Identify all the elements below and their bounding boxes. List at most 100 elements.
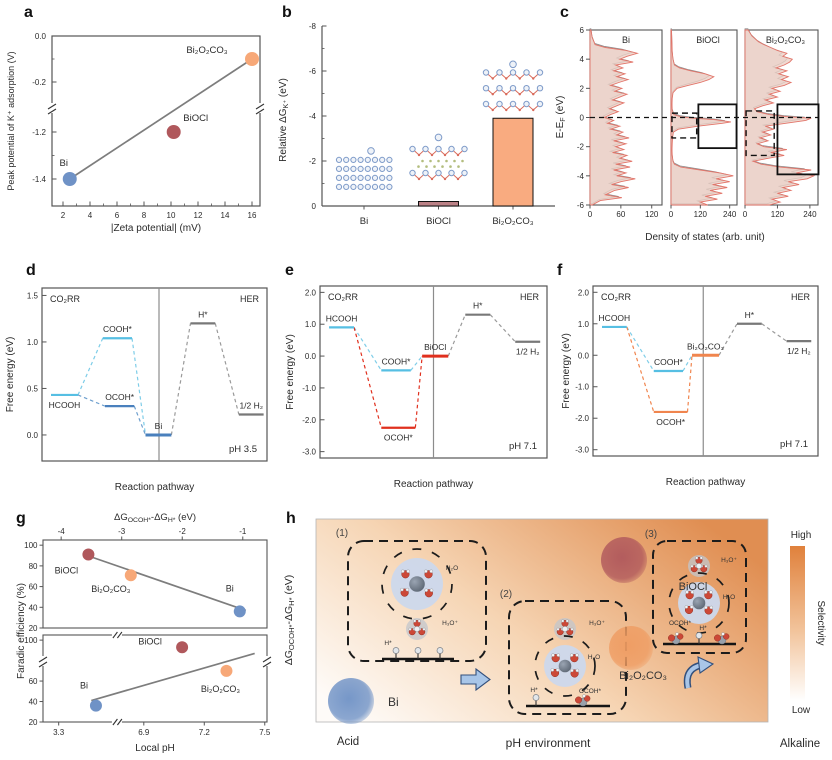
ocoh-h-icon <box>675 632 679 636</box>
atom-icon <box>496 85 503 92</box>
y-tick-label: 2.0 <box>305 288 317 297</box>
stage-box-1 <box>347 540 487 662</box>
region-label-co2rr: CO₂RR <box>328 292 358 302</box>
y-tick-label: 0.0 <box>27 431 39 440</box>
o-atom-icon <box>518 108 521 112</box>
curved-arrow-head-icon <box>697 656 715 674</box>
atom-icon <box>496 69 503 76</box>
atom-icon <box>523 69 530 76</box>
y-tick-label: -2 <box>309 157 317 166</box>
point-label: Bi₂O₂CO₃ <box>91 584 130 594</box>
line <box>112 631 118 639</box>
rect <box>264 656 270 666</box>
panel-c: c 0 60 120 Bi 0 120 240 BiOCl 0 120 240 Bi₂O₂CO₃ -6-… <box>553 0 832 256</box>
o-atom-icon <box>417 153 421 157</box>
molecule-label-h3o: H₃O⁺ <box>721 557 737 564</box>
atom-icon <box>523 85 530 92</box>
panel-letter-a: a <box>24 4 33 21</box>
y-tick-label: -1.0 <box>575 383 589 392</box>
x-tick-label: -3 <box>118 527 126 536</box>
y-tick-label: -3.0 <box>302 448 316 457</box>
x-tick-label: 0 <box>669 210 674 219</box>
panel-d-chart: 1.5 1.0 0.5 0.0 HCOOH COOH* OCOH* Bi H* 1/2 H₂ CO₂… <box>5 287 268 493</box>
o-atom-icon <box>505 93 508 96</box>
highlight-box-dashed <box>671 112 698 139</box>
atom-icon <box>509 100 517 108</box>
y-tick-label: 1.0 <box>27 338 39 347</box>
level-label: OCOH* <box>656 417 686 427</box>
atom-icon <box>357 174 364 181</box>
highlight-box-solid <box>776 103 820 176</box>
point-label: Bi <box>80 681 88 691</box>
panel-letter-h: h <box>286 510 296 527</box>
biocl-blob <box>601 537 647 583</box>
rect <box>111 632 122 638</box>
y-axis-label: Peak potential of K⁺ adsorption (V) <box>6 51 16 190</box>
x-tick-label: 3.3 <box>53 728 65 737</box>
molecule-label-h3o: H₃O⁺ <box>589 620 605 627</box>
water-h-icon <box>424 569 428 573</box>
y-tick-label: 0.0 <box>305 352 317 361</box>
water-h-icon <box>690 564 694 568</box>
k-ion-icon <box>558 659 572 673</box>
line <box>255 108 265 115</box>
level-label: H* <box>198 309 208 319</box>
cl-atom-icon <box>449 165 452 168</box>
h-atom-icon <box>562 626 568 632</box>
material-label-bi2o2co3: Bi₂O₂CO₃ <box>619 670 667 682</box>
x-tick-label: 0 <box>743 210 748 219</box>
molecule-label-h2o: H₂O <box>588 654 600 661</box>
stage-box-1-label: (1) <box>336 528 348 539</box>
point-label: BiOCl <box>183 113 208 124</box>
y-tick-label: 1.0 <box>305 320 317 329</box>
o-atom-icon <box>532 93 535 96</box>
stage-box-2-label: (2) <box>500 589 512 600</box>
connector <box>214 323 240 415</box>
x-tick-label: 0 <box>588 210 593 219</box>
atom-icon <box>386 165 393 172</box>
solvation-shell-arc <box>381 548 453 620</box>
material-label-biocl: BiOCl <box>679 581 708 593</box>
data-point-Bi <box>62 172 77 186</box>
y-tick-label: 40 <box>29 698 38 707</box>
atom-icon <box>482 100 490 108</box>
line <box>47 108 57 115</box>
data-point-BiOCl <box>82 548 95 561</box>
o-atom-icon <box>491 77 494 80</box>
y-axis-label: ΔGOCOH*-ΔGH* (eV) <box>283 575 296 666</box>
k-ion-icon <box>692 596 706 610</box>
atom-icon <box>364 183 371 190</box>
y-tick-label: -3.0 <box>575 446 589 455</box>
x-tick-label: 120 <box>694 210 708 219</box>
data-point-BiOCl <box>176 641 189 654</box>
y-tick-label: 20 <box>29 624 38 633</box>
molecule-label-ocoh: OCOH* <box>579 688 602 695</box>
o-atom-icon <box>456 177 460 181</box>
o-atom-icon <box>417 177 421 181</box>
atom-icon <box>434 133 443 142</box>
ocoh-o-icon <box>575 696 582 704</box>
h-ads-icon <box>414 647 422 654</box>
cl-atom-icon <box>425 165 428 168</box>
y-tick-label: 0.0 <box>578 351 590 360</box>
connector <box>170 323 192 436</box>
top-axis-label: ΔGOCOH*-ΔGH* (eV) <box>114 512 196 524</box>
connector <box>682 354 693 372</box>
line <box>262 656 272 663</box>
water-h-icon <box>704 564 708 568</box>
x-axis-label: Density of states (arb. unit) <box>645 232 765 243</box>
o-atom-icon <box>456 153 460 157</box>
water-h-icon <box>551 653 555 657</box>
atom-icon <box>536 100 544 108</box>
panel-e: e 2.0 1.0 0.0 -1.0 -2.0 -3.0 HCOOH COOH* OCOH* Bi… <box>280 258 565 505</box>
y-tick-label: -2.0 <box>302 416 316 425</box>
x-tick-label: 8 <box>142 211 147 220</box>
region-label-her: HER <box>791 292 811 302</box>
connector <box>77 394 106 407</box>
x-tick-label: 12 <box>194 211 203 220</box>
x-tick-label: -2 <box>179 527 187 536</box>
atom-icon <box>386 156 393 163</box>
cl-atom-icon <box>437 159 440 163</box>
molecule-label-hads: H* <box>699 625 707 632</box>
ocoh-o-icon <box>723 633 730 640</box>
